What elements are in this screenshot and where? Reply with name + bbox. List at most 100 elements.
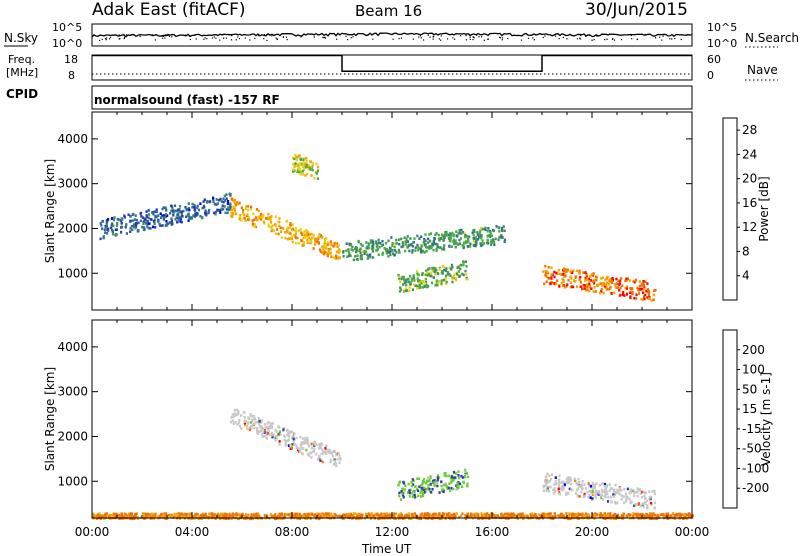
velocity-panel-cell [610, 495, 613, 499]
power-panel-cell [301, 169, 304, 173]
power-panel-cell [302, 236, 305, 240]
power-panel-cell [399, 286, 402, 289]
velocity-panel-cell [662, 513, 665, 516]
velocity-panel-cell [628, 491, 631, 495]
nsearch-point [473, 36, 475, 38]
velocity-panel-cell [417, 477, 421, 480]
power-panel-cell [405, 280, 408, 284]
power-panel-cell [636, 286, 639, 290]
nsearch-point [579, 37, 581, 39]
power-panel-cell [605, 287, 608, 291]
velocity-panel-cell [642, 514, 646, 517]
velocity-panel-cell [237, 410, 240, 413]
velocity-panel-cell [565, 493, 568, 497]
power-panel-cell [369, 255, 372, 259]
velocity-panel-cell [181, 515, 184, 519]
velocity-panel-cell [103, 517, 106, 520]
power-panel-cell [310, 232, 313, 236]
power-panel-cell [478, 232, 481, 235]
power-panel-cell [487, 227, 490, 230]
velocity-panel-cell [574, 479, 577, 482]
velocity-panel-cell [134, 515, 137, 518]
nsearch-point [644, 33, 646, 35]
power-panel-cell [645, 289, 648, 293]
velocity-panel-cell [494, 515, 497, 519]
power-panel-cell [302, 241, 305, 244]
velocity-panel-cell [546, 472, 549, 476]
power-panel-cell [102, 235, 105, 238]
power-panel-cell [135, 222, 138, 225]
power-panel-cell [486, 238, 489, 242]
velocity-panel-cell [246, 514, 249, 517]
power-panel-cell [230, 197, 233, 201]
power-panel-cell [562, 273, 565, 276]
nsearch-point [469, 38, 471, 40]
power-panel-cell [299, 158, 303, 161]
time-axis-label: Time UT [362, 542, 412, 556]
velocity-panel-cell [549, 485, 552, 489]
power-panel-cell [455, 230, 458, 233]
velocity-panel-cell [177, 512, 180, 515]
velocity-panel-cell [270, 433, 273, 437]
power-panel-cell [305, 163, 308, 167]
range-tick-label: 4000 [57, 340, 88, 354]
nsearch-point [228, 34, 230, 36]
velocity-panel-cell [260, 419, 263, 422]
power-panel-cell [133, 225, 136, 229]
power-panel-cell [549, 281, 552, 285]
power-panel-cell [387, 251, 390, 254]
power-panel-cell [193, 203, 196, 207]
velocity-panel-cell [627, 514, 630, 517]
power-panel-cell [158, 222, 161, 226]
velocity-panel-cell [449, 489, 452, 492]
power-panel-cell [299, 168, 302, 171]
velocity-panel-cell [616, 491, 619, 495]
velocity-panel-cell [318, 512, 321, 516]
velocity-panel-cell [576, 494, 579, 497]
power-panel-cell [246, 205, 249, 208]
velocity-panel-cell [99, 517, 102, 520]
power-panel-cell [277, 232, 280, 236]
velocity-panel-cell [565, 477, 568, 481]
velocity-panel-cell [411, 495, 414, 498]
power-panel-cell [545, 280, 548, 283]
power-panel-cell [463, 241, 466, 244]
power-panel-cell [485, 241, 489, 245]
power-panel-cell [609, 286, 612, 289]
velocity-panel-cell [302, 437, 305, 440]
power-panel-cell [423, 251, 426, 254]
power-panel-cell [398, 277, 401, 280]
velocity-panel-cell [495, 514, 498, 517]
power-panel-cell [315, 172, 318, 175]
power-panel-cell [164, 213, 167, 216]
velocity-panel-cell [620, 494, 623, 497]
power-panel-cell [213, 202, 216, 206]
nsearch-point [487, 38, 489, 40]
velocity-panel-cell [607, 513, 610, 517]
nsearch-point [300, 36, 302, 38]
power-panel-cell [140, 215, 143, 218]
velocity-panel-cell [283, 513, 287, 516]
power-panel-cell [503, 240, 506, 244]
power-panel-cell [465, 240, 468, 243]
velocity-panel-cell [661, 513, 664, 516]
power-panel-cell [348, 242, 351, 246]
velocity-panel-cell [229, 420, 233, 424]
power-panel-cell [116, 222, 119, 225]
nsearch-point [258, 35, 260, 37]
velocity-panel-cell [277, 425, 280, 428]
velocity-panel-cell [270, 515, 274, 519]
velocity-panel-cell [643, 502, 646, 505]
power-panel-cell [314, 243, 317, 246]
velocity-panel-cell [582, 514, 585, 517]
velocity-panel-cell [273, 514, 276, 518]
nsearch-point [161, 35, 163, 37]
velocity-panel-cell [588, 483, 591, 487]
velocity-panel-cell [320, 443, 323, 447]
velocity-panel-cell [477, 515, 480, 518]
power-panel-cell [474, 236, 477, 239]
velocity-panel-cell [420, 512, 423, 516]
power-panel-cell [442, 239, 445, 242]
nsearch-point [351, 34, 353, 36]
power-panel-cell [304, 165, 307, 169]
